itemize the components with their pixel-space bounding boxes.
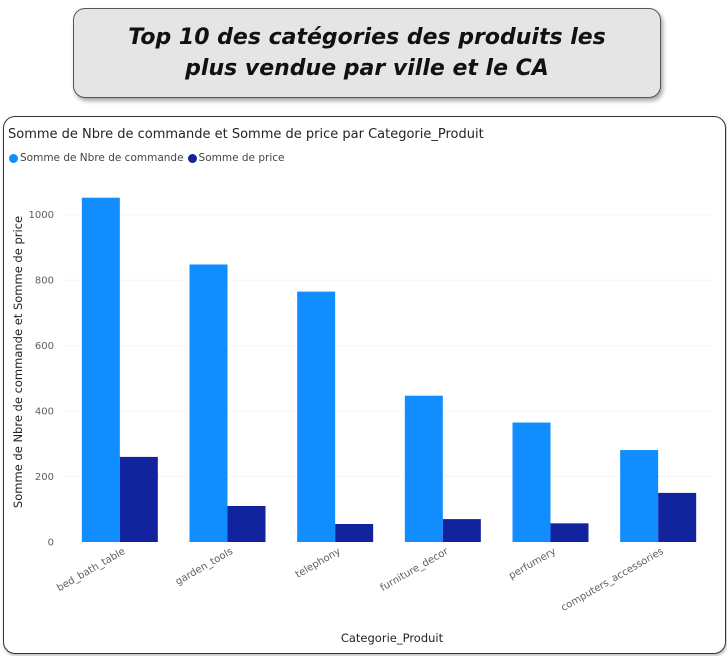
bar-computers_accessories-price[interactable] [658, 492, 697, 542]
y-tick-label: 400 [35, 407, 54, 418]
bar-telephony-price[interactable] [335, 524, 374, 542]
x-tick-label: garden_tools [174, 546, 235, 588]
y-tick-label: 0 [48, 538, 54, 549]
x-axis-label: Categorie_Produit [341, 631, 444, 645]
legend-label-price: Somme de price [198, 152, 285, 164]
bar-garden_tools-commandes[interactable] [189, 264, 228, 542]
bar-computers_accessories-commandes[interactable] [620, 450, 659, 542]
x-tick-label: perfumery [507, 546, 558, 582]
y-tick-label: 600 [35, 341, 54, 352]
chart-card [3, 116, 726, 654]
legend-marker-commandes [9, 153, 18, 163]
bar-garden_tools-price[interactable] [227, 506, 266, 542]
bar-telephony-commandes[interactable] [297, 291, 336, 542]
bar-furniture_decor-price[interactable] [442, 519, 481, 542]
chart-title: Somme de Nbre de commande et Somme de pr… [8, 127, 484, 142]
chart-legend: Somme de Nbre de commande Somme de price [9, 152, 289, 164]
legend-item-price[interactable]: Somme de price [187, 152, 285, 164]
x-tick-label: telephony [294, 546, 343, 581]
legend-item-commandes[interactable]: Somme de Nbre de commande [9, 152, 184, 164]
bar-perfumery-commandes[interactable] [512, 422, 551, 542]
bar-furniture_decor-commandes[interactable] [404, 395, 443, 542]
x-tick-label: furniture_decor [379, 546, 451, 594]
title-banner: Top 10 des catégories des produits les p… [73, 8, 661, 98]
legend-label-commandes: Somme de Nbre de commande [20, 152, 184, 164]
banner-title: Top 10 des catégories des produits les p… [128, 25, 606, 81]
legend-marker-price [187, 153, 197, 163]
bar-bed_bath_table-price[interactable] [119, 456, 158, 542]
y-tick-label: 200 [35, 472, 54, 483]
x-tick-label: computers_accessories [559, 546, 665, 614]
x-tick-label: bed_bath_table [55, 546, 127, 594]
bar-bed_bath_table-commandes[interactable] [81, 197, 120, 542]
y-tick-label: 1000 [29, 210, 54, 221]
bar-perfumery-price[interactable] [550, 523, 589, 542]
y-axis-label: Somme de Nbre de commande et Somme de pr… [11, 216, 25, 508]
y-tick-label: 800 [35, 276, 54, 287]
